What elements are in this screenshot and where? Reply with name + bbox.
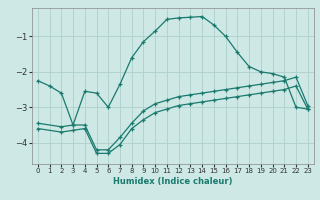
X-axis label: Humidex (Indice chaleur): Humidex (Indice chaleur) (113, 177, 233, 186)
